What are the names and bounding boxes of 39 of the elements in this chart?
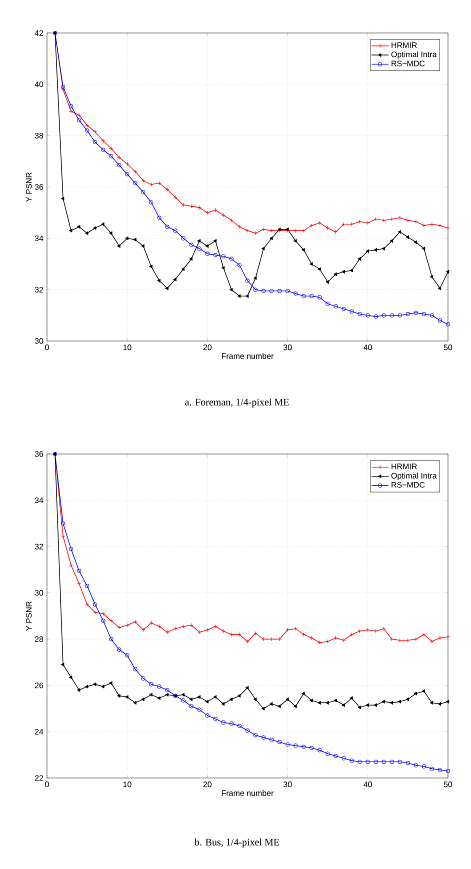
x-tick-label: 10 xyxy=(123,344,132,350)
legend-label: RS−MDC xyxy=(392,482,425,488)
y-tick-label: 38 xyxy=(34,132,44,138)
legend-label: HRMIR xyxy=(392,464,417,470)
y-tick-label: 30 xyxy=(34,590,44,596)
legend-label: HRMIR xyxy=(392,42,417,48)
y-tick-label: 30 xyxy=(34,338,44,344)
y-tick-label: 34 xyxy=(34,497,44,504)
legend-label: Optimal Intra xyxy=(391,51,437,59)
legend-label: RS−MDC xyxy=(392,60,425,66)
legend-label: Optimal Intra xyxy=(391,472,437,480)
text: b. Bus, 1/4-pixel ME xyxy=(194,838,280,848)
x-axis-title: Frame number xyxy=(222,353,274,359)
x-tick-label: 0 xyxy=(45,344,49,350)
y-tick-label: 24 xyxy=(34,728,44,735)
y-axis-title: Y PSNR xyxy=(26,601,32,631)
y-axis-title: Y PSNR xyxy=(26,172,32,202)
x-tick-label: 40 xyxy=(364,782,372,788)
y-tick-label: 42 xyxy=(34,30,44,36)
x-tick-label: 30 xyxy=(283,344,292,350)
y-tick-label: 34 xyxy=(34,235,44,242)
x-tick-label: 20 xyxy=(203,782,212,788)
y-tick-label: 36 xyxy=(34,184,44,190)
x-tick-label: 40 xyxy=(364,344,372,350)
y-tick-label: 32 xyxy=(34,544,44,550)
y-tick-label: 28 xyxy=(34,636,44,642)
x-tick-label: 0 xyxy=(45,782,49,788)
text: a. Foreman, 1/4-pixel ME xyxy=(185,398,289,408)
y-tick-label: 36 xyxy=(34,451,44,457)
x-tick-label: 10 xyxy=(123,782,132,788)
x-tick-label: 20 xyxy=(203,344,212,350)
y-tick-label: 32 xyxy=(34,286,44,292)
y-tick-label: 26 xyxy=(34,682,44,688)
x-tick-label: 30 xyxy=(283,782,292,788)
x-tick-label: 50 xyxy=(444,344,452,350)
x-tick-label: 50 xyxy=(444,782,452,788)
y-tick-label: 22 xyxy=(34,775,44,781)
x-axis-title: Frame number xyxy=(222,790,274,796)
y-tick-label: 40 xyxy=(34,81,44,88)
